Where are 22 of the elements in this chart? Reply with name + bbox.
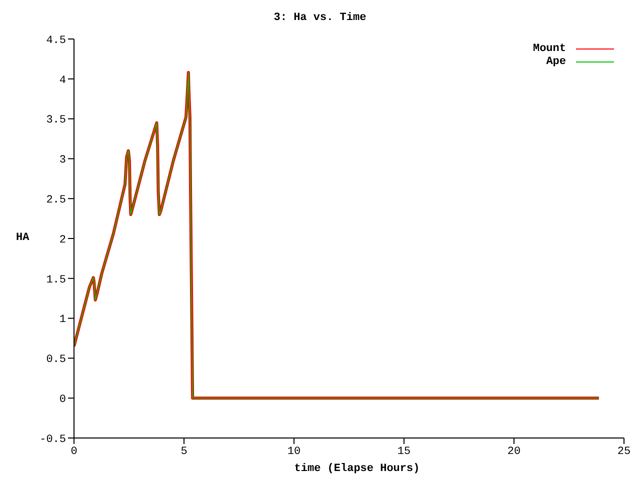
x-tick-label: 5	[180, 446, 188, 458]
y-tick-label: 3.5	[46, 114, 66, 127]
y-tick-label: 0.5	[46, 354, 66, 366]
y-tick-label: -0.5	[40, 434, 66, 446]
x-tick-label: 15	[397, 446, 411, 458]
x-axis-title: time (Elapse Hours)	[293, 463, 421, 475]
y-tick-label: 2.5	[46, 194, 66, 207]
legend-label: Mount	[532, 42, 566, 54]
x-tick-label: 10	[287, 446, 301, 458]
x-tick-label: 0	[70, 446, 78, 458]
y-tick-label: 2	[59, 234, 66, 246]
y-tick-label: 1.5	[46, 274, 66, 286]
chart-title: 3: Ha vs. Time	[272, 12, 368, 24]
y-tick-label: 4	[59, 74, 66, 87]
legend-label: Ape	[546, 56, 566, 68]
x-tick-label: 20	[507, 446, 521, 458]
y-tick-label: 4.5	[46, 34, 66, 47]
x-tick-label: 25	[617, 446, 631, 458]
y-tick-label: 1	[59, 314, 66, 326]
y-tick-label: 3	[59, 154, 66, 167]
y-axis-title: HA	[16, 232, 30, 244]
y-tick-label: 0	[59, 394, 66, 406]
